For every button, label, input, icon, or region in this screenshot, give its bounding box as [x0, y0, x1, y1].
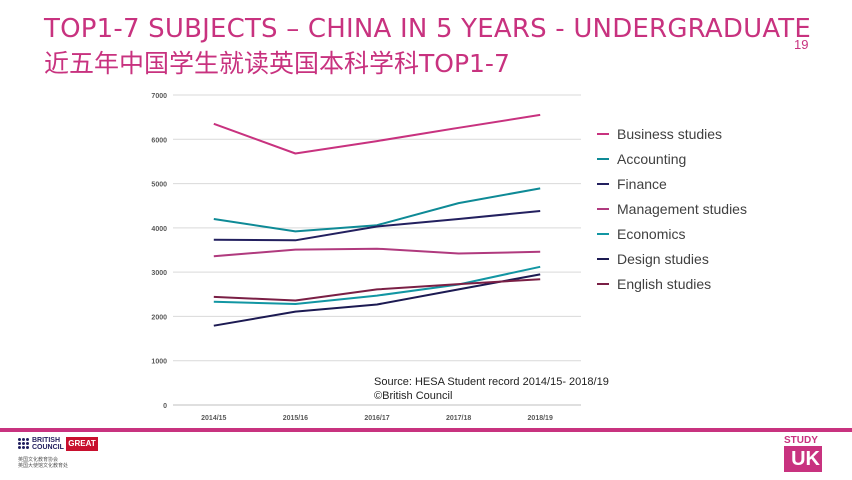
y-tick-label: 0 — [163, 403, 167, 410]
series-line-business-studies — [213, 113, 541, 155]
legend-swatch — [597, 282, 609, 285]
british-council-dots-icon — [18, 438, 29, 449]
line-chart: 0 1000 2000 3000 4000 5000 6000 7000 2014/15 2015… — [151, 93, 581, 422]
british-council-word-1: BRITISH — [32, 437, 60, 444]
british-council-cn-line-1: 英国文化教育协会 — [18, 457, 59, 463]
legend-swatch — [597, 182, 609, 185]
y-tick-label: 2000 — [151, 314, 167, 321]
legend-item: Design studies — [597, 246, 747, 271]
legend-item: Accounting — [597, 146, 747, 171]
study-word: STUDY — [784, 435, 818, 446]
copyright-line: ©British Council — [374, 390, 453, 402]
legend-label: Economics — [617, 225, 686, 242]
chart-legend: Business studies Accounting Finance Managem… — [597, 121, 747, 296]
legend-item: Management studies — [597, 196, 747, 221]
study-uk-logo: STUDY UK — [784, 436, 824, 472]
series-line-accounting — [213, 187, 541, 233]
source-note: Source: HESA Student record 2014/15- 201… — [374, 375, 609, 403]
x-tick-label: 2014/15 — [201, 415, 226, 422]
page-subtitle-chinese: 近五年中国学生就读英国本科学科TOP1-7 — [44, 49, 510, 78]
source-line: Source: HESA Student record 2014/15- 201… — [374, 376, 609, 388]
x-tick-label: 2017/18 — [446, 415, 471, 422]
legend-swatch — [597, 207, 609, 210]
british-council-logo: BRITISH COUNCIL — [18, 437, 64, 451]
great-logo: GREAT — [66, 437, 98, 451]
legend-swatch — [597, 157, 609, 160]
legend-swatch — [597, 232, 609, 235]
legend-item: English studies — [597, 271, 747, 296]
page-title: TOP1-7 SUBJECTS – CHINA IN 5 YEARS - UND… — [44, 14, 811, 44]
legend-label: English studies — [617, 275, 712, 292]
legend-swatch — [597, 132, 609, 135]
british-council-word-2: COUNCIL — [32, 444, 64, 451]
legend-label: Design studies — [617, 250, 709, 267]
british-council-chinese-name: 英国文化教育协会 英国大使馆文化教育处 — [18, 457, 68, 469]
legend-item: Economics — [597, 221, 747, 246]
series-line-management-studies — [213, 247, 541, 258]
legend-swatch — [597, 257, 609, 260]
x-tick-label: 2018/19 — [528, 415, 553, 422]
y-tick-label: 5000 — [151, 182, 167, 189]
legend-item: Finance — [597, 171, 747, 196]
series-line-finance — [213, 210, 541, 242]
legend-label: Business studies — [617, 125, 723, 142]
legend-label: Accounting — [617, 150, 687, 167]
series-line-english-studies — [213, 278, 541, 302]
legend-item: Business studies — [597, 121, 747, 146]
footer-divider — [0, 428, 852, 432]
british-council-cn-line-2: 英国大使馆文化教育处 — [18, 463, 69, 469]
x-tick-label: 2015/16 — [283, 415, 308, 422]
series-line-design-studies — [213, 273, 541, 327]
y-tick-label: 1000 — [151, 359, 167, 366]
y-tick-label: 7000 — [151, 93, 167, 100]
uk-word: UK — [784, 446, 822, 472]
y-tick-label: 4000 — [151, 226, 167, 233]
page-number: 19 — [794, 37, 809, 52]
legend-label: Finance — [617, 175, 667, 192]
series-line-economics — [213, 265, 541, 305]
y-tick-label: 3000 — [151, 270, 167, 277]
y-tick-label: 6000 — [151, 137, 167, 144]
x-tick-label: 2016/17 — [364, 415, 389, 422]
legend-label: Management studies — [617, 200, 747, 217]
